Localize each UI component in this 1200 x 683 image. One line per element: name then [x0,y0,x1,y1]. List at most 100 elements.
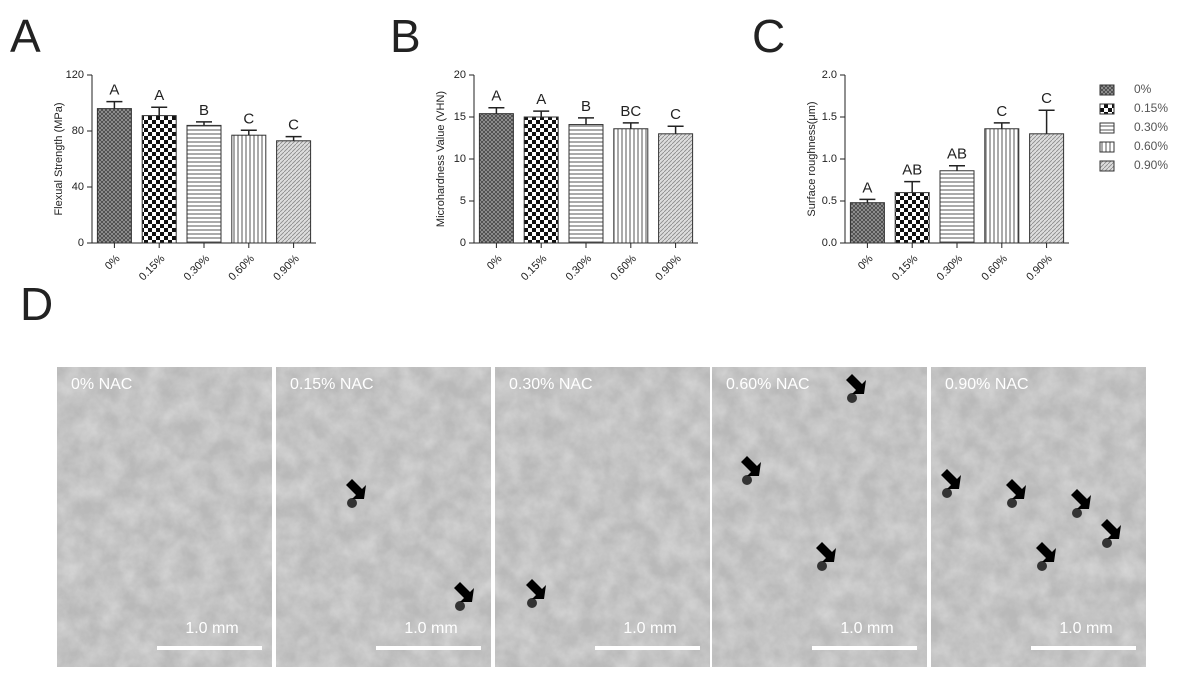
bar [1029,133,1065,244]
y-tick-label: 1.5 [822,111,837,123]
bar [658,133,694,244]
error-bar [488,107,505,114]
pore [847,393,857,403]
pore [1102,538,1112,548]
significance-letter: C [670,106,681,123]
significance-letter: A [109,82,119,99]
pore [742,475,752,485]
significance-letter: A [536,91,546,108]
bar [186,124,222,244]
x-tick-label: 0% [485,253,505,273]
significance-letter: BC [620,103,641,120]
legend-label: 0.90% [1134,158,1168,172]
y-tick-label: 0.0 [822,237,837,249]
image-label: 0.15% NAC [290,376,374,393]
error-bar [578,117,594,125]
y-tick-label: 80 [72,125,84,137]
x-tick-label: 0.90% [271,253,302,284]
error-bar [949,164,965,171]
x-tick-label: 0.30% [182,253,213,284]
y-tick-label: 20 [454,69,466,81]
pore [1072,508,1082,518]
scale-bar-label: 1.0 mm [1059,620,1112,637]
panel-label: C [752,10,785,62]
y-tick-label: 10 [454,153,466,165]
bar [96,108,132,244]
error-bar [533,110,550,117]
y-tick-label: 0 [78,237,84,249]
arrow [741,456,761,476]
y-tick-label: 40 [72,181,84,193]
y-tick-label: 5 [460,195,466,207]
y-tick-label: 120 [66,69,84,81]
image-label: 0.90% NAC [945,376,1029,393]
error-bar [1038,109,1055,134]
arrow [526,579,546,599]
image-label: 0% NAC [71,376,132,393]
pore [942,488,952,498]
bar [984,128,1020,244]
error-bar [993,122,1010,129]
y-tick-label: 2.0 [822,69,837,81]
legend-swatch [1099,84,1115,96]
y-axis-title: Microhardness Value (VHN) [435,91,447,227]
legend-label: 0.30% [1134,120,1168,134]
arrow [941,469,961,489]
sem-image-texture [495,367,710,667]
error-bar [904,180,921,193]
pore [347,498,357,508]
x-tick-label: 0.30% [935,253,966,284]
bar [568,124,604,244]
x-tick-label: 0% [103,253,123,273]
scale-bar-label: 1.0 mm [185,620,238,637]
x-tick-label: 0.60% [979,253,1010,284]
pore [1037,561,1047,571]
panel-label: D [20,278,53,330]
arrow [454,582,474,602]
x-tick-label: 0.90% [653,253,684,284]
x-tick-label: 0.15% [519,253,550,284]
bar [231,134,267,244]
scale-bar-label: 1.0 mm [404,620,457,637]
pore [1007,498,1017,508]
x-tick-label: 0.15% [890,253,921,284]
bar [478,113,514,244]
panel-label: A [10,10,41,62]
sem-image-texture [57,367,272,667]
y-tick-label: 1.0 [822,153,837,165]
sem-image-texture [276,367,491,667]
sem-image-texture [931,367,1146,667]
legend-label: 0.15% [1134,101,1168,115]
x-tick-label: 0.60% [608,253,639,284]
legend-label: 0% [1134,82,1152,96]
y-axis-title: Surface roughness(μm) [806,101,818,216]
scale-bar-label: 1.0 mm [840,620,893,637]
x-tick-label: 0.15% [137,253,168,284]
legend-swatch [1099,103,1115,115]
arrow [1006,479,1026,499]
legend-swatch [1099,141,1115,153]
pore [455,601,465,611]
significance-letter: C [288,117,299,134]
y-tick-label: 15 [454,111,466,123]
legend-swatch [1099,160,1115,172]
legend-swatch [1099,122,1115,134]
bar [523,116,559,244]
image-label: 0.60% NAC [726,376,810,393]
significance-letter: C [996,103,1007,120]
significance-letter: B [199,102,209,119]
arrow [1101,519,1121,539]
arrow [1036,542,1056,562]
arrow [346,479,366,499]
y-tick-label: 0.5 [822,195,837,207]
significance-letter: A [862,179,872,196]
x-tick-label: 0% [856,253,876,273]
significance-letter: B [581,98,591,115]
error-bar [667,125,684,134]
x-tick-label: 0.90% [1024,253,1055,284]
x-tick-label: 0.30% [564,253,595,284]
bar [894,192,930,244]
error-bar [106,100,123,109]
significance-letter: AB [902,162,922,179]
